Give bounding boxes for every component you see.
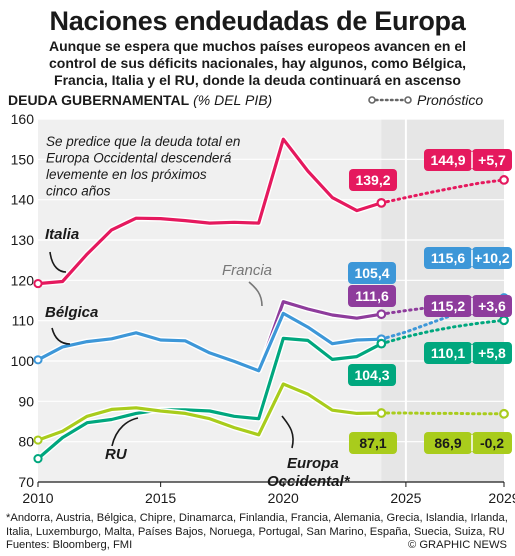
series-name-italia: Italia: [45, 226, 79, 243]
legend: Pronóstico: [367, 92, 483, 108]
value-box-bélgica: [348, 262, 396, 284]
value-label-europa-occidental: 87,1: [359, 435, 386, 451]
value-box-italia: [349, 169, 397, 191]
change-label-bélgica: +10,2: [474, 250, 510, 266]
y-tick-label: 90: [18, 393, 34, 409]
forecast-start-point-europa-occidental: [376, 408, 387, 418]
label-pointer-europa-occidental: [281, 415, 294, 449]
series-forecast-ru: [379, 318, 506, 346]
forecast-end-point-ru: [499, 315, 509, 326]
chart-annotation-line: Se predice que la deuda total en: [46, 134, 240, 149]
x-tick-label: 2029: [488, 490, 515, 506]
end-value-label-bélgica: 115,6: [431, 250, 465, 266]
value-label-ru: 104,3: [354, 367, 389, 383]
y-tick-label: 130: [11, 232, 35, 248]
y-tick-label: 70: [18, 474, 34, 490]
series-start-point-europa-occidental: [33, 435, 43, 445]
series-name-line: Occidental*: [267, 473, 351, 490]
value-label-francia: 111,6: [355, 288, 389, 304]
end-value-box-ru: [424, 342, 472, 364]
y-axis-label: DEUDA GUBERNAMENTAL (% DEL PIB): [8, 92, 272, 108]
x-tick-label: 2025: [390, 490, 421, 506]
change-label-europa-occidental: -0,2: [480, 435, 504, 451]
change-label-ru: +5,8: [478, 345, 506, 361]
change-label-francia: +3,6: [478, 298, 506, 314]
y-tick-label: 110: [12, 313, 35, 329]
forecast-end-point-europa-occidental: [499, 408, 509, 419]
change-label-italia: +5,7: [478, 152, 506, 168]
label-pointer-bélgica: [51, 327, 71, 345]
y-tick-label: 140: [11, 192, 35, 208]
x-tick-label: 2020: [268, 490, 299, 506]
y-tick-label: 160: [11, 111, 35, 127]
chart-title: Naciones endeudadas de Europa: [49, 6, 466, 36]
series-forecast-europa-occidental: [379, 411, 506, 416]
value-box-europa-occidental: [349, 432, 397, 454]
value-label-italia: 139,2: [355, 172, 390, 188]
x-tick-label: 2010: [22, 490, 53, 506]
y-tick-label: 80: [18, 434, 34, 450]
change-box-italia: [472, 149, 512, 171]
label-pointer-italia: [49, 251, 67, 273]
forecast-start-point-ru: [376, 338, 387, 349]
y-tick-label: 100: [11, 353, 35, 369]
end-value-box-bélgica: [424, 247, 472, 269]
forecast-start-point-francia: [376, 309, 387, 320]
end-value-label-ru: 110,1: [431, 345, 465, 361]
series-line-ru: [36, 336, 383, 461]
series-line-francia: [257, 300, 383, 374]
series-name-bélgica: Bélgica: [45, 304, 98, 321]
chart-annotation-line: cinco años: [46, 184, 111, 199]
series-start-point-bélgica: [33, 355, 43, 365]
chart-annotation: Se predice que la deuda total en Europa O…: [46, 134, 240, 199]
series-line-italia: [36, 137, 383, 286]
label-pointer-ru: [111, 417, 139, 447]
x-tick-label: 2015: [145, 490, 176, 506]
credit: © GRAPHIC NEWS: [408, 539, 507, 551]
change-box-bélgica: [472, 247, 512, 269]
end-value-box-francia: [424, 295, 472, 317]
series-name-ru: RU: [105, 446, 128, 463]
value-box-ru: [348, 364, 396, 386]
chart-subtitle: Aunque se espera que muchos países europ…: [48, 38, 467, 88]
end-value-label-italia: 144,9: [430, 152, 465, 168]
value-box-francia: [348, 285, 396, 307]
series-line-europa-occidental: [36, 382, 383, 442]
forecast-legend-swatch: [368, 96, 412, 104]
y-tick-label: 120: [11, 272, 35, 288]
forecast-end-point-italia: [499, 175, 509, 185]
value-label-bélgica: 105,4: [354, 265, 389, 281]
series-line-bélgica: [36, 311, 383, 373]
change-box-ru: [472, 342, 512, 364]
series-forecast-italia: [379, 178, 506, 205]
sources: Fuentes: Bloomberg, FMI: [6, 539, 133, 551]
y-tick-label: 150: [11, 151, 35, 167]
end-value-box-europa-occidental: [424, 432, 472, 454]
end-value-label-europa-occidental: 86,9: [434, 435, 461, 451]
label-pointer-francia: [248, 281, 263, 307]
forecast-start-point-italia: [376, 197, 387, 208]
y-axis-label-unit: (% DEL PIB): [193, 92, 273, 108]
series-start-point-italia: [33, 278, 43, 289]
series-start-point-ru: [33, 454, 43, 464]
forecast-legend-label: Pronóstico: [417, 92, 484, 108]
change-box-europa-occidental: [472, 432, 512, 454]
series-name-francia: Francia: [222, 262, 272, 279]
chart-annotation-line: levemente en los próximos: [46, 167, 207, 182]
end-value-label-francia: 115,2: [431, 298, 465, 314]
series-name-europa-occidental: Europa Occidental*: [267, 455, 351, 490]
series-name-line: Europa: [287, 455, 339, 472]
chart-annotation-line: Europa Occidental descenderá: [46, 151, 232, 166]
end-value-box-italia: [424, 149, 472, 171]
change-box-francia: [472, 295, 512, 317]
footnote: *Andorra, Austria, Bélgica, Chipre, Dina…: [6, 512, 508, 538]
y-axis-label-main: DEUDA GUBERNAMENTAL: [8, 92, 190, 108]
